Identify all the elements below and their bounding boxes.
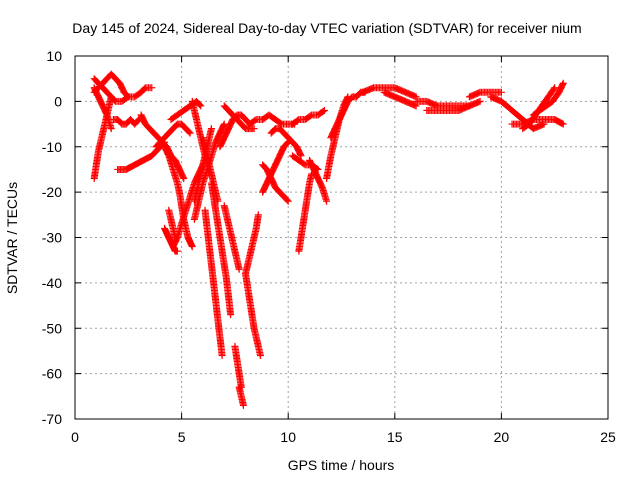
y-tick-label: 10 — [46, 48, 62, 64]
axis-ticks: 0 5 10 15 20 25 10 0 -10 -20 -30 -40 -50 -60 -70 — [42, 48, 616, 445]
data-series-arc40 — [423, 97, 484, 114]
data-series-arc01 — [90, 70, 132, 101]
data-series-arc24 — [242, 211, 262, 278]
data-series-arc32 — [288, 106, 328, 128]
data-series-arc04 — [90, 84, 115, 133]
data-series-arc31 — [295, 170, 316, 255]
data-series-arc30 — [267, 125, 305, 160]
data-series-arc38 — [380, 88, 420, 110]
x-tick-label: 15 — [387, 429, 403, 445]
y-tick-label: -60 — [42, 366, 62, 382]
data-series-arc22 — [235, 383, 247, 409]
y-tick-label: -20 — [42, 184, 62, 200]
data-series-arc19 — [201, 206, 226, 359]
data-series-arc12 — [161, 143, 196, 251]
data-series-arc20 — [220, 202, 243, 273]
grid-lines — [75, 56, 608, 419]
y-tick-label: -70 — [42, 411, 62, 427]
x-tick-label: 5 — [178, 429, 186, 445]
data-series-arc05 — [109, 116, 143, 128]
data-series-arc29 — [259, 138, 292, 196]
y-tick-label: 0 — [54, 93, 62, 109]
data-points — [90, 70, 567, 409]
data-series-arc45 — [519, 84, 559, 133]
x-tick-label: 25 — [600, 429, 616, 445]
x-tick-label: 10 — [280, 429, 296, 445]
y-tick-label: -30 — [42, 230, 62, 246]
data-series-arc34 — [288, 152, 322, 173]
data-series-arc02 — [90, 75, 156, 105]
y-tick-label: -10 — [42, 139, 62, 155]
x-tick-label: 20 — [494, 429, 510, 445]
data-series-arc08 — [152, 120, 194, 151]
data-series-arc23 — [242, 270, 264, 359]
y-axis-label: SDTVAR / TECUs — [4, 182, 20, 294]
data-series-arc21 — [231, 342, 245, 391]
data-series-arc37 — [359, 84, 420, 101]
x-tick-label: 0 — [71, 429, 79, 445]
data-series-arc10 — [165, 206, 179, 241]
y-tick-label: -40 — [42, 275, 62, 291]
x-axis-label: GPS time / hours — [288, 457, 395, 473]
y-tick-label: -50 — [42, 320, 62, 336]
data-series-arc36 — [327, 88, 369, 142]
data-series-arc41 — [465, 88, 505, 101]
data-series-arc13 — [167, 97, 205, 124]
chart-title: Day 145 of 2024, Sidereal Day-to-day VTE… — [72, 20, 581, 36]
data-series-arc06 — [114, 138, 169, 173]
data-series-arc18 — [207, 179, 235, 319]
data-series-arc26 — [220, 102, 258, 133]
